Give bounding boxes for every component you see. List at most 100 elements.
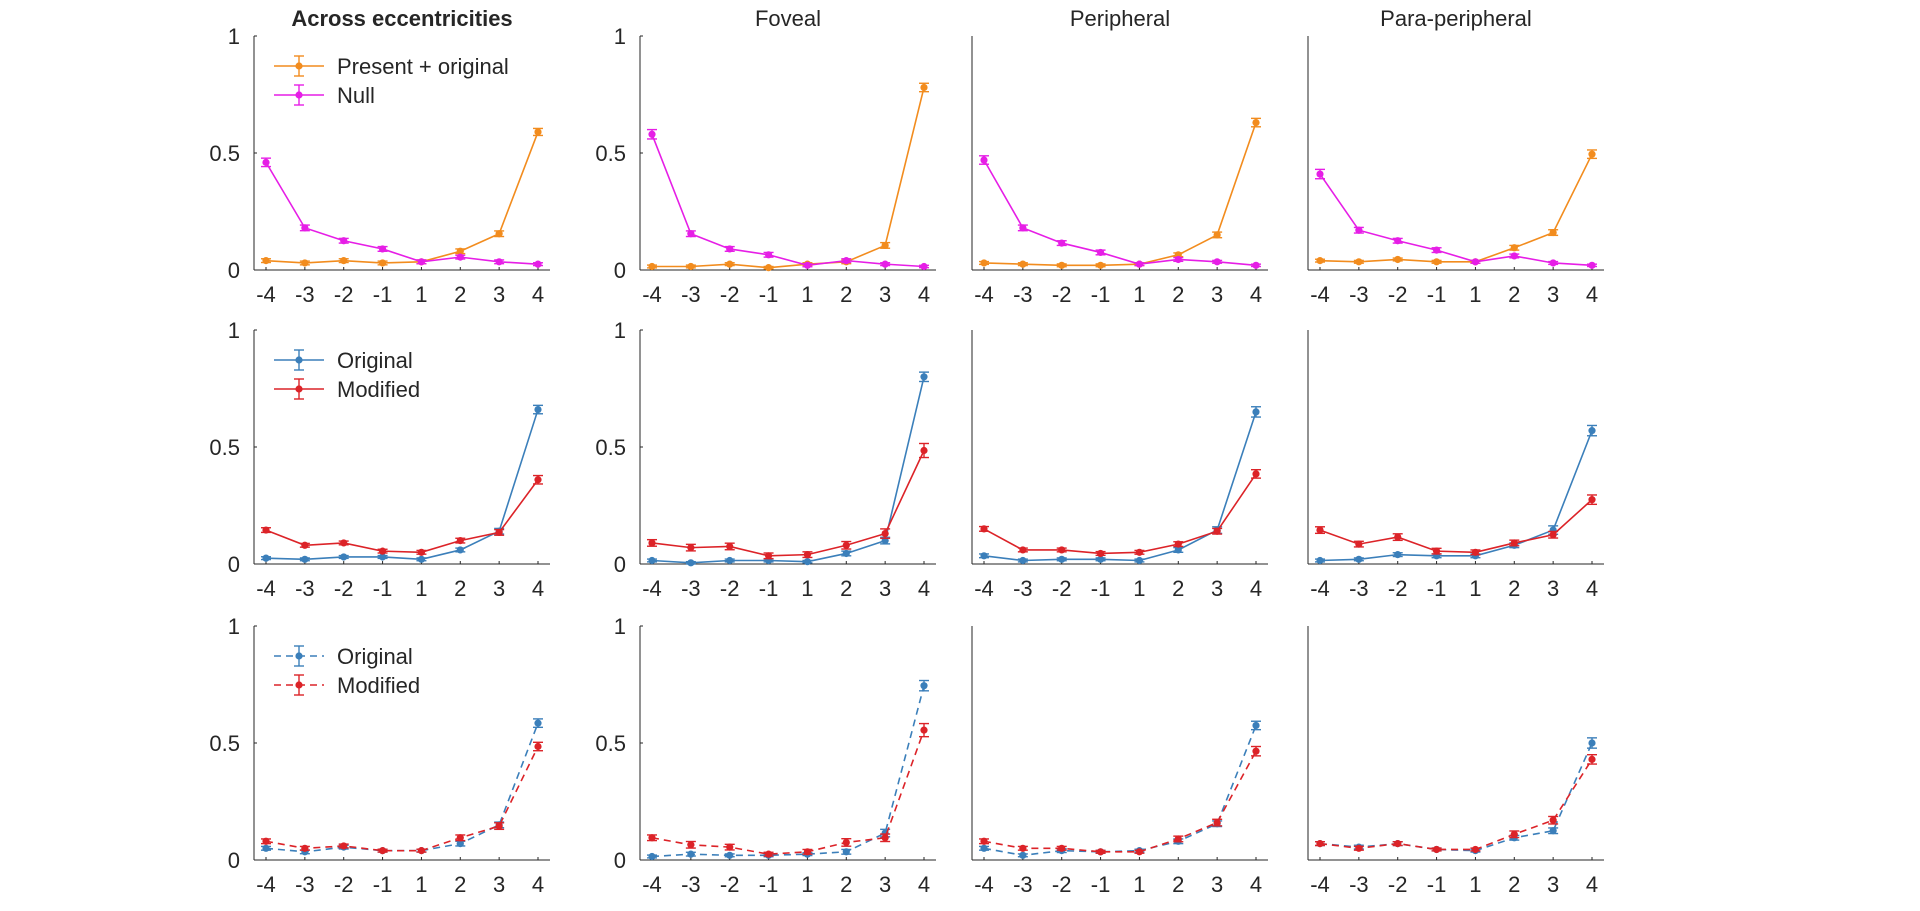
data-point: [301, 259, 309, 267]
data-point: [1394, 255, 1402, 264]
data-point: [881, 260, 889, 268]
x-tick-label: -1: [1091, 872, 1111, 897]
data-point: [803, 848, 812, 856]
panel-r3-c3: -4 -3 -2 -1 1 2 3 4: [971, 626, 1268, 897]
series-line: [265, 722, 539, 853]
data-point: [1252, 721, 1260, 730]
x-tick-label: 1: [801, 282, 813, 307]
x-tick-label: -4: [256, 872, 276, 897]
x-tick-label: -2: [1052, 282, 1072, 307]
data-point: [648, 262, 656, 271]
data-point: [534, 742, 542, 751]
data-point: [417, 555, 426, 563]
data-point: [495, 528, 503, 537]
data-point: [1355, 226, 1363, 234]
data-point: [1019, 224, 1027, 232]
data-point: [1432, 258, 1441, 266]
data-point: [980, 525, 988, 533]
x-tick-label: -2: [334, 872, 354, 897]
x-tick-label: 1: [415, 872, 427, 897]
x-tick-label: -3: [295, 282, 315, 307]
series-line: [651, 133, 925, 268]
x-tick-label: 1: [1469, 872, 1481, 897]
panel-r3-c4: -4 -3 -2 -1 1 2 3 4: [1307, 626, 1604, 897]
legend-marker: [295, 652, 303, 660]
panel-r3-c2: -4 -3 -2 -1 1 2 3 4 0 0.5 1: [595, 614, 936, 897]
x-tick-label: 3: [493, 282, 505, 307]
series-present-original: [979, 117, 1261, 269]
data-point: [340, 257, 348, 265]
data-point: [340, 553, 348, 561]
series-line: [1319, 742, 1593, 852]
data-point: [1394, 533, 1402, 541]
data-point: [764, 264, 773, 272]
data-point: [417, 548, 426, 556]
data-point: [726, 260, 734, 268]
series-line: [1319, 430, 1593, 562]
x-tick-label: -1: [759, 282, 779, 307]
data-point: [1510, 539, 1518, 547]
x-tick-label: 2: [1172, 282, 1184, 307]
series-modified: [261, 741, 543, 855]
y-tick-label: 1: [614, 318, 626, 343]
data-point: [881, 241, 889, 250]
data-point: [262, 554, 270, 562]
data-point: [495, 230, 503, 238]
data-point: [1252, 118, 1260, 127]
x-tick-label: 4: [1586, 576, 1598, 601]
panel-r2-c3: -4 -3 -2 -1 1 2 3 4: [971, 330, 1268, 601]
x-tick-label: -1: [1427, 872, 1447, 897]
y-tick-label: 1: [228, 24, 240, 49]
data-point: [881, 529, 889, 538]
data-point: [534, 405, 542, 414]
data-point: [340, 237, 348, 245]
data-point: [417, 847, 426, 855]
data-point: [378, 547, 387, 555]
x-tick-label: -3: [1013, 872, 1033, 897]
panel-title: Foveal: [755, 6, 821, 31]
data-point: [534, 260, 542, 268]
y-tick-label: 1: [228, 318, 240, 343]
data-point: [1510, 252, 1518, 260]
data-point: [340, 539, 348, 547]
data-point: [456, 253, 464, 261]
series-line: [652, 87, 925, 269]
panel-r1-c4: -4 -3 -2 -1 1 2 3 4 Para-peripheral: [1307, 6, 1604, 307]
x-tick-label: 4: [918, 576, 930, 601]
panel-r2-c2: -4 -3 -2 -1 1 2 3 4 0 0.5 1: [595, 318, 936, 601]
x-tick-label: 2: [1172, 576, 1184, 601]
data-point: [262, 844, 270, 852]
data-point: [980, 844, 988, 852]
data-point: [1252, 408, 1260, 416]
x-tick-label: -3: [681, 576, 701, 601]
series-line: [983, 411, 1257, 562]
x-tick-label: 2: [840, 576, 852, 601]
data-point: [764, 251, 773, 259]
series-original: [979, 720, 1261, 859]
x-tick-label: 3: [879, 282, 891, 307]
series-present-original: [261, 127, 543, 267]
x-tick-label: -1: [373, 872, 393, 897]
panel-r3-c1: -4 -3 -2 -1 1 2 3 4 0 0.5 1 Original Modified: [209, 614, 550, 897]
x-tick-label: 3: [493, 872, 505, 897]
data-point: [920, 726, 928, 734]
data-point: [687, 841, 695, 849]
data-point: [687, 544, 695, 552]
series-line: [983, 725, 1257, 857]
x-tick-label: 4: [1250, 576, 1262, 601]
data-point: [881, 834, 889, 842]
data-point: [262, 526, 270, 534]
data-point: [262, 257, 270, 265]
x-tick-label: -2: [1388, 576, 1408, 601]
data-point: [1471, 548, 1480, 556]
data-point: [1096, 549, 1105, 558]
x-tick-label: 1: [801, 872, 813, 897]
data-point: [1355, 258, 1363, 266]
data-point: [1316, 526, 1324, 534]
x-tick-label: 2: [454, 282, 466, 307]
x-tick-label: -4: [974, 576, 994, 601]
data-point: [378, 847, 387, 855]
y-tick-label: 0: [228, 552, 240, 577]
x-tick-label: 2: [1508, 576, 1520, 601]
x-tick-label: -1: [1091, 282, 1111, 307]
